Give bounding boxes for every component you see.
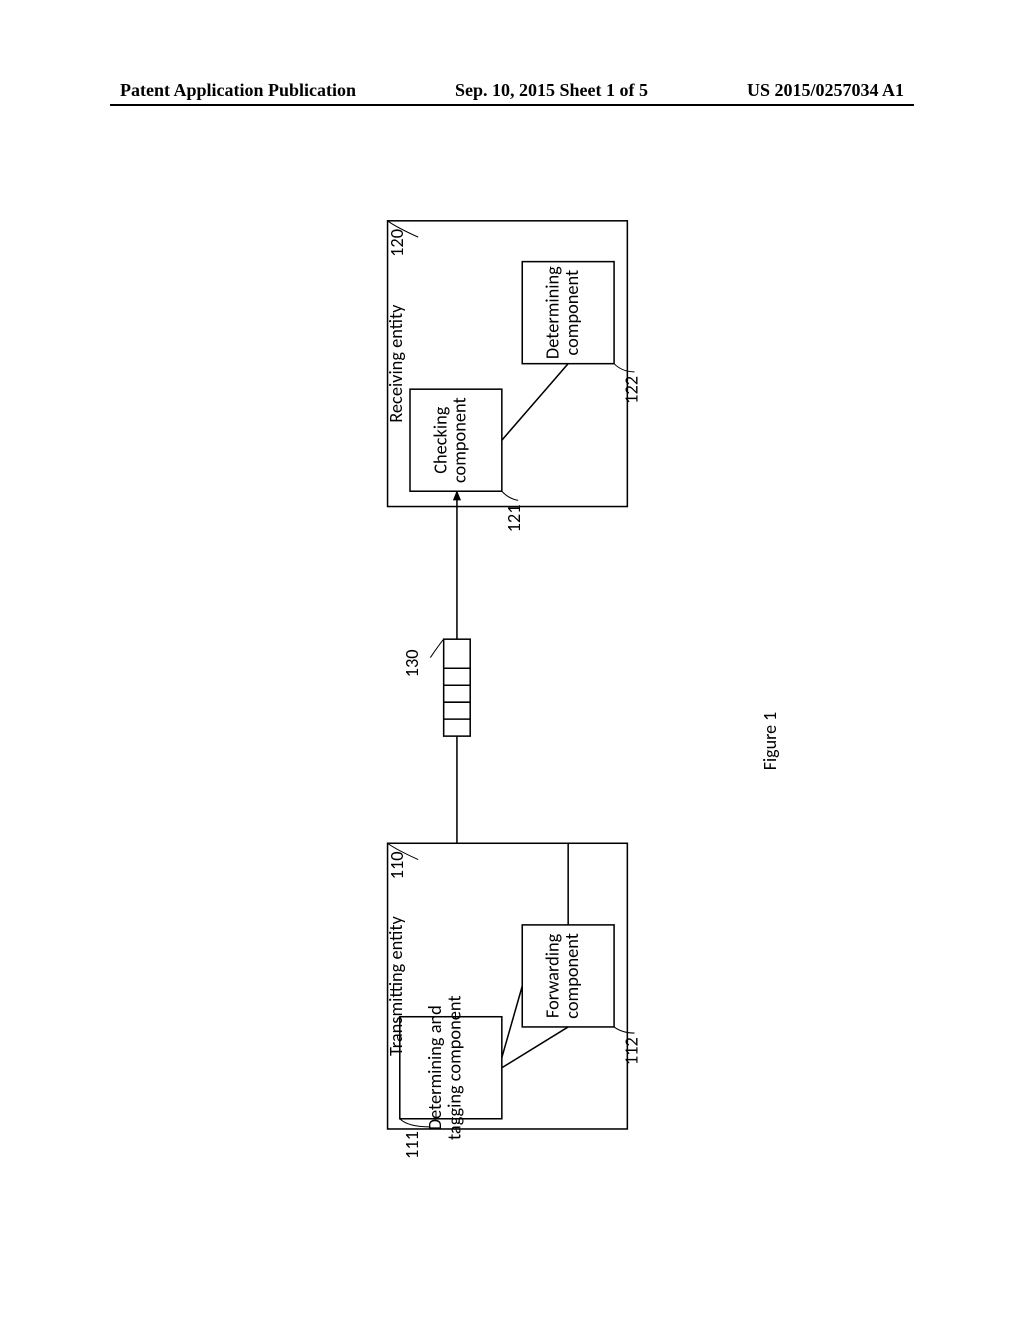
ref-leader xyxy=(502,491,518,500)
forwarding-component-label-1: component xyxy=(561,933,583,1019)
figure-svg: Transmitting entity110Determining andtag… xyxy=(110,180,910,1180)
determining-tagging-component: Determining andtagging component111 xyxy=(400,995,502,1158)
receiving-entity-ref: 120 xyxy=(386,229,408,257)
packet-box xyxy=(444,639,471,736)
packet: 130 xyxy=(401,639,470,736)
header-left: Patent Application Publication xyxy=(120,80,356,101)
transmitting-entity: Transmitting entity110Determining andtag… xyxy=(385,843,643,1159)
header-right: US 2015/0257034 A1 xyxy=(747,80,904,101)
ref-leader xyxy=(614,1027,634,1033)
ref-leader xyxy=(614,364,634,372)
receiving-entity-title: Receiving entity xyxy=(385,304,407,423)
figure-container: Transmitting entity110Determining andtag… xyxy=(110,180,910,1180)
transmitting-entity-title: Transmitting entity xyxy=(385,916,407,1056)
checking-component: Checkingcomponent121 xyxy=(410,389,525,532)
determining-component: Determiningcomponent122 xyxy=(522,262,642,404)
ref-leader xyxy=(430,639,443,657)
packet-ref: 130 xyxy=(401,649,423,677)
header-center: Sep. 10, 2015 Sheet 1 of 5 xyxy=(455,80,648,101)
receiving-entity: Receiving entity120Checkingcomponent121D… xyxy=(385,221,643,533)
page-header: Patent Application Publication Sep. 10, … xyxy=(0,80,1024,101)
determining-tagging-component-label-1: tagging component xyxy=(443,995,465,1140)
checking-component-label-1: component xyxy=(449,397,471,483)
conn-121-122 xyxy=(502,364,568,441)
forwarding-component-ref: 112 xyxy=(621,1037,643,1065)
conn-111-112 xyxy=(502,1027,568,1068)
transmitting-entity-ref: 110 xyxy=(386,851,408,879)
page: Patent Application Publication Sep. 10, … xyxy=(0,0,1024,1320)
checking-component-ref: 121 xyxy=(503,504,525,532)
link-111-112 xyxy=(502,986,522,1057)
figure-caption: Figure 1 xyxy=(759,712,781,771)
determining-tagging-component-ref: 111 xyxy=(401,1131,423,1159)
header-rule xyxy=(110,104,914,106)
determining-component-label-1: component xyxy=(561,270,583,356)
determining-component-ref: 122 xyxy=(621,376,643,404)
